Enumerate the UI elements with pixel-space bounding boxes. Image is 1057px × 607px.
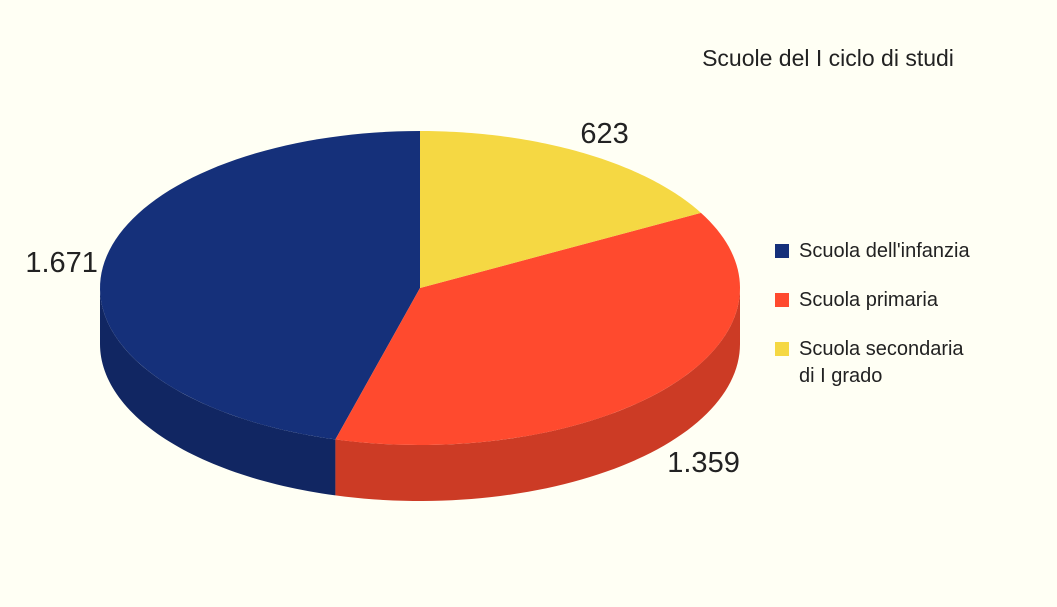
- pie-labels: 1.671 1.359 623: [25, 118, 739, 479]
- pie-slice: [100, 131, 420, 440]
- data-label: 1.671: [25, 247, 98, 279]
- legend-label: Scuola secondaria di I grado: [799, 338, 964, 387]
- pie-sides: [100, 288, 740, 501]
- pie-slice: [420, 131, 701, 288]
- data-label: 1.359: [667, 447, 740, 479]
- chart-title: Scuole del I ciclo di studi: [702, 45, 954, 71]
- pie-side: [335, 288, 740, 501]
- legend: Scuola dell'infanzia Scuola primaria Scuol…: [775, 238, 980, 412]
- legend-item: Scuola secondaria di I grado: [775, 336, 980, 390]
- legend-item: Scuola dell'infanzia: [775, 238, 980, 265]
- legend-label: Scuola primaria: [799, 289, 938, 311]
- legend-swatch: [775, 342, 789, 356]
- pie-slice: [335, 212, 740, 445]
- pie-tops: [100, 131, 740, 445]
- legend-item: Scuola primaria: [775, 287, 980, 314]
- legend-swatch: [775, 293, 789, 307]
- data-label: 623: [580, 118, 628, 150]
- legend-label: Scuola dell'infanzia: [799, 240, 970, 262]
- pie-side: [100, 288, 336, 496]
- legend-swatch: [775, 244, 789, 258]
